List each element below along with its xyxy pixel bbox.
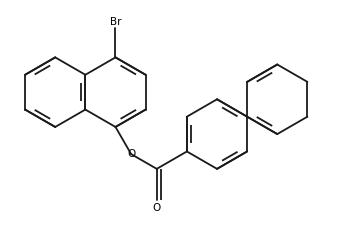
Text: Br: Br	[110, 17, 121, 27]
Text: O: O	[127, 149, 135, 159]
Text: O: O	[153, 203, 161, 213]
